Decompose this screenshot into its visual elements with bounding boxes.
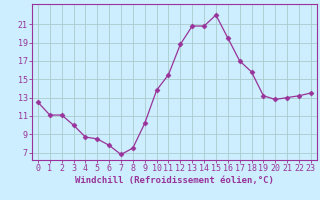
X-axis label: Windchill (Refroidissement éolien,°C): Windchill (Refroidissement éolien,°C) <box>75 176 274 185</box>
